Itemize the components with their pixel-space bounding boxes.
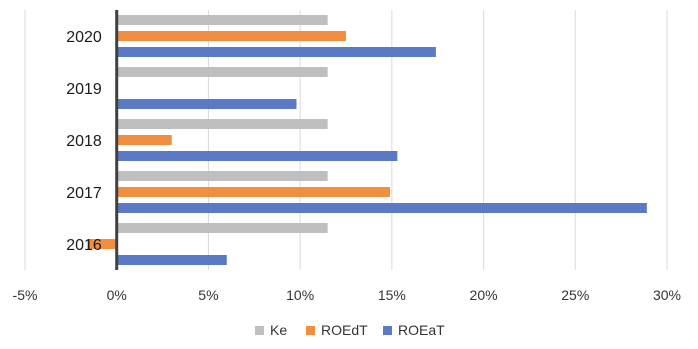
legend-swatch-ke (255, 326, 264, 335)
bar-ke-2017 (116, 171, 328, 181)
x-tick-label: -5% (13, 287, 38, 303)
bars (87, 15, 647, 265)
x-tick-label: 30% (653, 287, 681, 303)
category-label: 2017 (66, 185, 102, 202)
legend-swatch-roedt (306, 326, 315, 335)
bar-roedt-2020 (116, 31, 346, 41)
x-tick-label: 10% (286, 287, 314, 303)
bar-roeat-2016 (116, 255, 227, 265)
legend: Ke ROEdT ROEaT (255, 322, 445, 338)
bar-roedt-2017 (116, 187, 391, 197)
x-tick-label: 0% (107, 287, 127, 303)
bar-roedt-2018 (116, 135, 172, 145)
bar-roeat-2019 (116, 99, 297, 109)
x-tick-label: 25% (561, 287, 589, 303)
x-tick-labels: -5% 0% 5% 10% 15% 20% 25% 30% (13, 287, 681, 303)
bar-ke-2019 (116, 67, 328, 77)
category-label: 2020 (66, 29, 102, 46)
legend-label-ke: Ke (270, 322, 287, 338)
legend-swatch-roeat (383, 326, 392, 335)
x-tick-label: 20% (470, 287, 498, 303)
bar-ke-2020 (116, 15, 328, 25)
bar-ke-2016 (116, 223, 328, 233)
x-tick-label: 15% (378, 287, 406, 303)
bar-roeat-2020 (116, 47, 436, 57)
bar-ke-2018 (116, 119, 328, 129)
bar-roeat-2017 (116, 203, 647, 213)
category-labels: 2020 2019 2018 2017 2016 (66, 29, 102, 254)
category-label: 2016 (66, 237, 102, 254)
category-label: 2019 (66, 81, 102, 98)
bar-roedt-2016 (87, 239, 117, 249)
legend-label-roedt: ROEdT (321, 322, 368, 338)
legend-label-roeat: ROEaT (398, 322, 445, 338)
bar-roeat-2018 (116, 151, 398, 161)
x-tick-label: 5% (198, 287, 218, 303)
category-label: 2018 (66, 133, 102, 150)
